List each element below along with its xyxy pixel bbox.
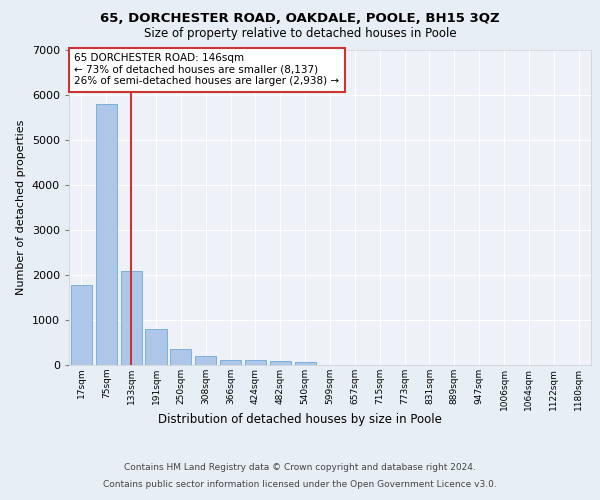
Bar bbox=[270, 360, 291, 365]
Bar bbox=[220, 360, 241, 365]
Text: 65, DORCHESTER ROAD, OAKDALE, POOLE, BH15 3QZ: 65, DORCHESTER ROAD, OAKDALE, POOLE, BH1… bbox=[100, 12, 500, 26]
Text: 65 DORCHESTER ROAD: 146sqm
← 73% of detached houses are smaller (8,137)
26% of s: 65 DORCHESTER ROAD: 146sqm ← 73% of deta… bbox=[74, 53, 340, 86]
Bar bbox=[96, 104, 117, 365]
Bar bbox=[195, 356, 216, 365]
Text: Distribution of detached houses by size in Poole: Distribution of detached houses by size … bbox=[158, 412, 442, 426]
Bar bbox=[245, 360, 266, 365]
Y-axis label: Number of detached properties: Number of detached properties bbox=[16, 120, 26, 295]
Bar bbox=[295, 362, 316, 365]
Bar bbox=[145, 329, 167, 365]
Text: Contains public sector information licensed under the Open Government Licence v3: Contains public sector information licen… bbox=[103, 480, 497, 489]
Bar bbox=[170, 349, 191, 365]
Text: Contains HM Land Registry data © Crown copyright and database right 2024.: Contains HM Land Registry data © Crown c… bbox=[124, 462, 476, 471]
Bar bbox=[71, 285, 92, 365]
Text: Size of property relative to detached houses in Poole: Size of property relative to detached ho… bbox=[143, 28, 457, 40]
Bar bbox=[121, 272, 142, 365]
